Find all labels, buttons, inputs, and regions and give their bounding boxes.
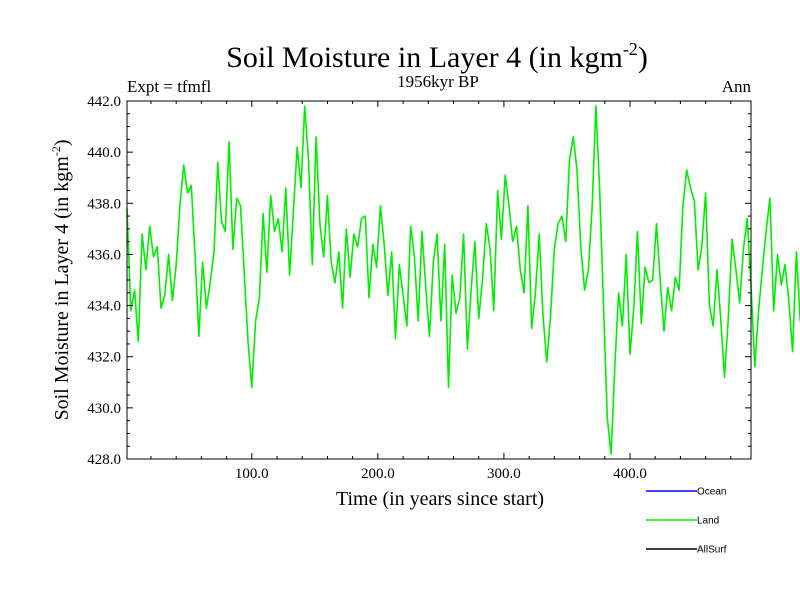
x-tick-label: 100.0	[235, 466, 269, 482]
x-tick-label: 200.0	[361, 466, 395, 482]
y-tick-label: 430.0	[87, 401, 121, 417]
legend: Ocean Land AllSurf	[646, 487, 727, 556]
y-tick-label: 428.0	[87, 452, 121, 468]
y-tick-label: 438.0	[87, 196, 121, 212]
y-tick-label: 434.0	[87, 299, 121, 315]
chart-title: Soil Moisture in Layer 4 (in kgm-2)	[226, 39, 648, 74]
season-label: Ann	[722, 77, 752, 96]
x-axis-label: Time (in years since start)	[336, 488, 544, 510]
experiment-label: Expt = tfmfl	[127, 77, 211, 96]
plot-layer	[126, 105, 800, 455]
series-line-land	[126, 105, 800, 455]
y-tick-label: 436.0	[87, 247, 121, 263]
y-tick-label: 440.0	[87, 145, 121, 161]
legend-label-ocean: Ocean	[697, 487, 726, 498]
axes-layer: 100.0 200.0 300.0 400.0 428.0 430.0 432.0 434.0…	[87, 94, 752, 482]
legend-label-allsurf: AllSurf	[697, 545, 727, 556]
y-axis-label: Soil Moisture in Layer 4 (in kgm-2)	[49, 139, 73, 420]
x-tick-label: 300.0	[487, 466, 521, 482]
chart-subtitle: 1956kyr BP	[397, 72, 479, 91]
legend-label-land: Land	[697, 516, 719, 527]
y-tick-label: 432.0	[87, 350, 121, 366]
y-tick-label: 442.0	[87, 94, 121, 110]
x-tick-label: 400.0	[613, 466, 647, 482]
